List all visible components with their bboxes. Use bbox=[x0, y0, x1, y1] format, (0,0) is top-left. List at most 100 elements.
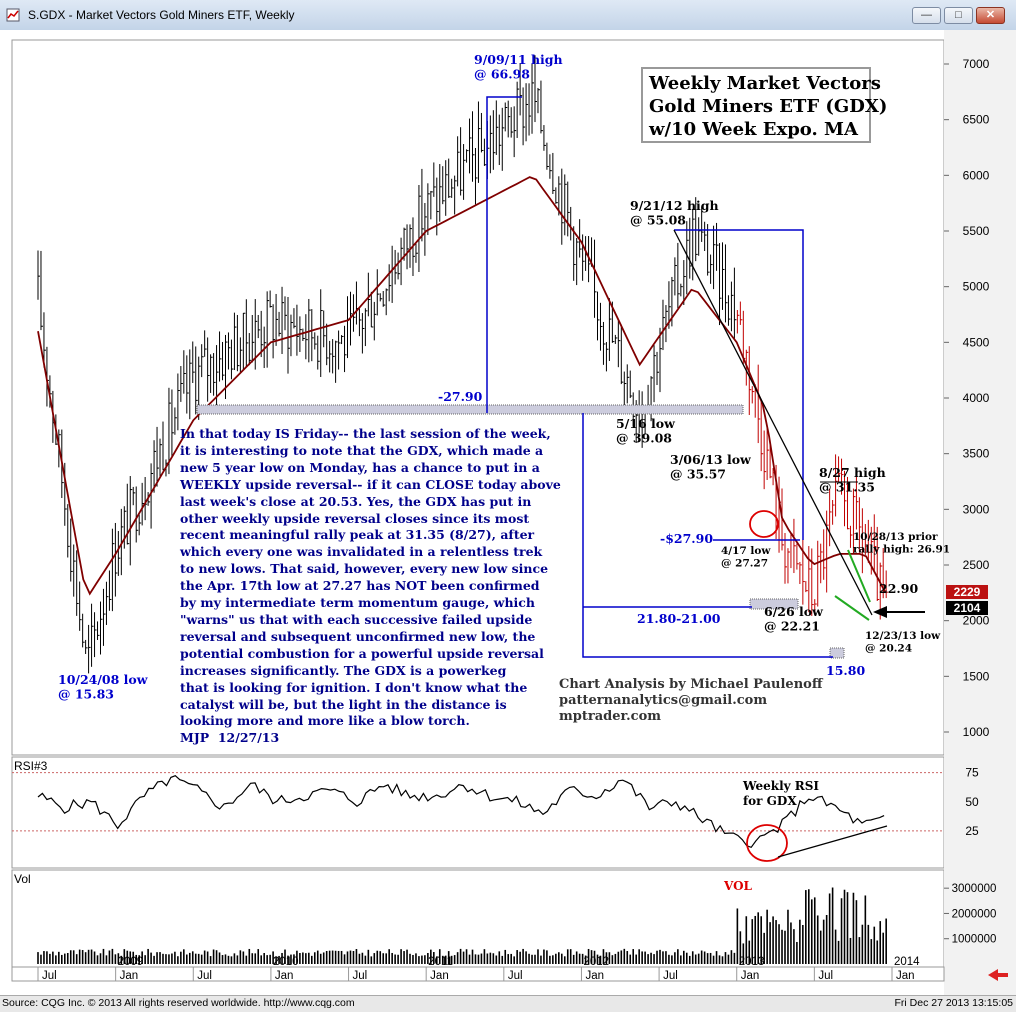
downtrend-line bbox=[673, 229, 873, 616]
annotation-1-line-1: @ 55.08 bbox=[630, 213, 686, 228]
minimize-icon: — bbox=[921, 9, 932, 21]
commentary-line: WEEKLY upside reversal-- if it can CLOSE… bbox=[180, 476, 561, 492]
support-zone-3 bbox=[829, 647, 845, 659]
time-tick-label: Jul bbox=[508, 970, 523, 982]
annotation-4-line-1: @ 31.35 bbox=[819, 480, 875, 495]
time-tick-label: Jul bbox=[353, 970, 368, 982]
annotation-12-line-0: -$27.90 bbox=[660, 531, 713, 546]
commentary-line: it is interesting to note that the GDX, … bbox=[180, 442, 544, 458]
time-tick-label: Jul bbox=[197, 970, 212, 982]
time-tick-label: Jan bbox=[430, 970, 449, 982]
chart-title-line-3: w/10 Week Expo. MA bbox=[649, 119, 858, 140]
price-tick-label: 7000 bbox=[963, 57, 990, 71]
annotation-7-line-1: @ 22.21 bbox=[764, 619, 820, 634]
time-tick-label: Jan bbox=[275, 970, 294, 982]
annotation-9-line-0: 22.90 bbox=[879, 581, 918, 596]
commentary-line: catalyst will be, but the light in the d… bbox=[180, 696, 507, 712]
price-tick-label: 4500 bbox=[963, 335, 990, 349]
axis-strip bbox=[944, 30, 1016, 995]
annotation-0-line-1: @ 66.98 bbox=[474, 67, 530, 82]
time-tick-label: Jul bbox=[663, 970, 678, 982]
price-tick-label: 6500 bbox=[963, 113, 990, 127]
price-tick-label: 6000 bbox=[963, 168, 990, 182]
rsi-tick-label: 25 bbox=[965, 824, 979, 838]
annotation-2-line-1: @ 39.08 bbox=[616, 431, 672, 446]
last-value-label-1: 2229 bbox=[954, 585, 981, 599]
commentary-line: by my intermediate term momentum gauge, … bbox=[180, 595, 535, 611]
price-tick-label: 5500 bbox=[963, 224, 990, 238]
timestamp: Fri Dec 27 2013 13:15:05 bbox=[894, 997, 1014, 1009]
last-value-box-2 bbox=[946, 601, 988, 615]
price-bars bbox=[37, 55, 889, 674]
annotation-2-line-0: 5/16 low bbox=[616, 416, 676, 431]
minimize-button[interactable]: — bbox=[912, 7, 941, 24]
annotation-3-line-1: @ 35.57 bbox=[670, 467, 726, 482]
year-label: 2011 bbox=[428, 956, 453, 968]
ma-line bbox=[37, 176, 887, 596]
price-tick-label: 5000 bbox=[963, 280, 990, 294]
time-tick-label: Jan bbox=[585, 970, 604, 982]
annotation-4-line-0: 8/27 high bbox=[819, 465, 886, 480]
commentary-line: new 5 year low on Monday, has a chance t… bbox=[180, 459, 540, 475]
volume-bars bbox=[37, 887, 887, 964]
year-label: 2009 bbox=[118, 956, 144, 968]
maximize-button[interactable]: □ bbox=[944, 7, 973, 24]
time-tick-label: Jan bbox=[896, 970, 915, 982]
annotation-5-line-0: 10/28/13 prior bbox=[853, 531, 938, 543]
annotation-11-line-0: -27.90 bbox=[438, 389, 483, 404]
close-button[interactable]: ✕ bbox=[976, 7, 1005, 24]
measure-2012-high bbox=[674, 229, 804, 540]
time-tick-label: Jul bbox=[818, 970, 833, 982]
source-text: Source: CQG Inc. © 2013 All rights reser… bbox=[2, 997, 355, 1009]
year-label: 2010 bbox=[273, 956, 299, 968]
annotation-7-line-0: 6/26 low bbox=[764, 604, 824, 619]
support-zone-2 bbox=[749, 598, 799, 610]
chart-title-box: Weekly Market Vectors Gold Miners ETF (G… bbox=[641, 67, 888, 143]
chart-svg[interactable]: 7000 6500 6000 5500 5000 4500 4000 3500 3000 2500… bbox=[0, 30, 1016, 995]
measure-2011-high bbox=[486, 96, 522, 413]
chart-area[interactable]: 7000 6500 6000 5500 5000 4500 4000 3500 3000 2500… bbox=[0, 30, 1016, 995]
close-icon: ✕ bbox=[985, 9, 996, 21]
annotation-8-line-0: 12/23/13 low bbox=[865, 630, 941, 642]
volume-tick-label: 3000000 bbox=[952, 883, 997, 895]
commentary-line: last week's close at 20.53. Yes, the GDX… bbox=[180, 493, 532, 509]
annotation-0-line-0: 9/09/11 high bbox=[474, 52, 563, 67]
credit-email: patternanalytics@gmail.com bbox=[559, 693, 768, 708]
price-tick-label: 2000 bbox=[963, 614, 990, 628]
chart-title-line-2: Gold Miners ETF (GDX) bbox=[649, 96, 888, 117]
rsi-annotation-line-1: Weekly RSI bbox=[742, 779, 819, 793]
commentary-line: looking more and more like a blow torch. bbox=[180, 713, 470, 729]
price-tick-label: 3000 bbox=[963, 502, 990, 516]
commentary-line: to new lows. That said, however, every n… bbox=[180, 561, 549, 577]
commentary-line: reversal and subsequent unconfirmed new … bbox=[180, 628, 536, 644]
rsi-trend-line bbox=[777, 825, 888, 858]
rsi-tick-label: 50 bbox=[965, 795, 979, 809]
support-zone-1 bbox=[196, 404, 744, 415]
commentary-text: In that today IS Friday-- the last sessi… bbox=[180, 426, 580, 747]
pointer-arrow-head bbox=[873, 606, 887, 618]
status-bar: Source: CQG Inc. © 2013 All rights reser… bbox=[0, 995, 1016, 1012]
commentary-line: recent meaningful rally peak at 31.35 (8… bbox=[180, 527, 535, 543]
maximize-icon: □ bbox=[955, 9, 962, 21]
commentary-line: which every one was invalidated in a rel… bbox=[180, 544, 543, 560]
credit-block: Chart Analysis by Michael Paulenoff patt… bbox=[559, 677, 823, 725]
annotation-14-line-0: 15.80 bbox=[826, 663, 865, 678]
year-label: 2012 bbox=[583, 956, 609, 968]
volume-tick-label: 1000000 bbox=[952, 934, 997, 946]
app-icon bbox=[6, 8, 20, 22]
price-tick-label: 1000 bbox=[963, 725, 990, 739]
measure-box-bottom bbox=[582, 413, 833, 658]
last-value-box-1 bbox=[946, 585, 988, 599]
price-tick-label: 4000 bbox=[963, 391, 990, 405]
commentary-line: the Apr. 17th low at 27.27 has NOT been … bbox=[180, 578, 540, 594]
time-tick-label: Jan bbox=[120, 970, 139, 982]
annotation-5-line-1: rally high: 26.91 bbox=[853, 544, 950, 556]
commentary-line: other weekly upside reversal closes sinc… bbox=[180, 510, 530, 526]
commentary-line: In that today IS Friday-- the last sessi… bbox=[180, 426, 551, 441]
year-label: 2013 bbox=[739, 956, 765, 968]
price-tick-label: 2500 bbox=[963, 558, 990, 572]
annotation-8-line-1: @ 20.24 bbox=[865, 643, 912, 655]
price-tick-label: 3500 bbox=[963, 447, 990, 461]
chart-title-line-1: Weekly Market Vectors bbox=[649, 73, 881, 94]
commentary-line: "warns" us that with each successive fai… bbox=[180, 611, 533, 627]
